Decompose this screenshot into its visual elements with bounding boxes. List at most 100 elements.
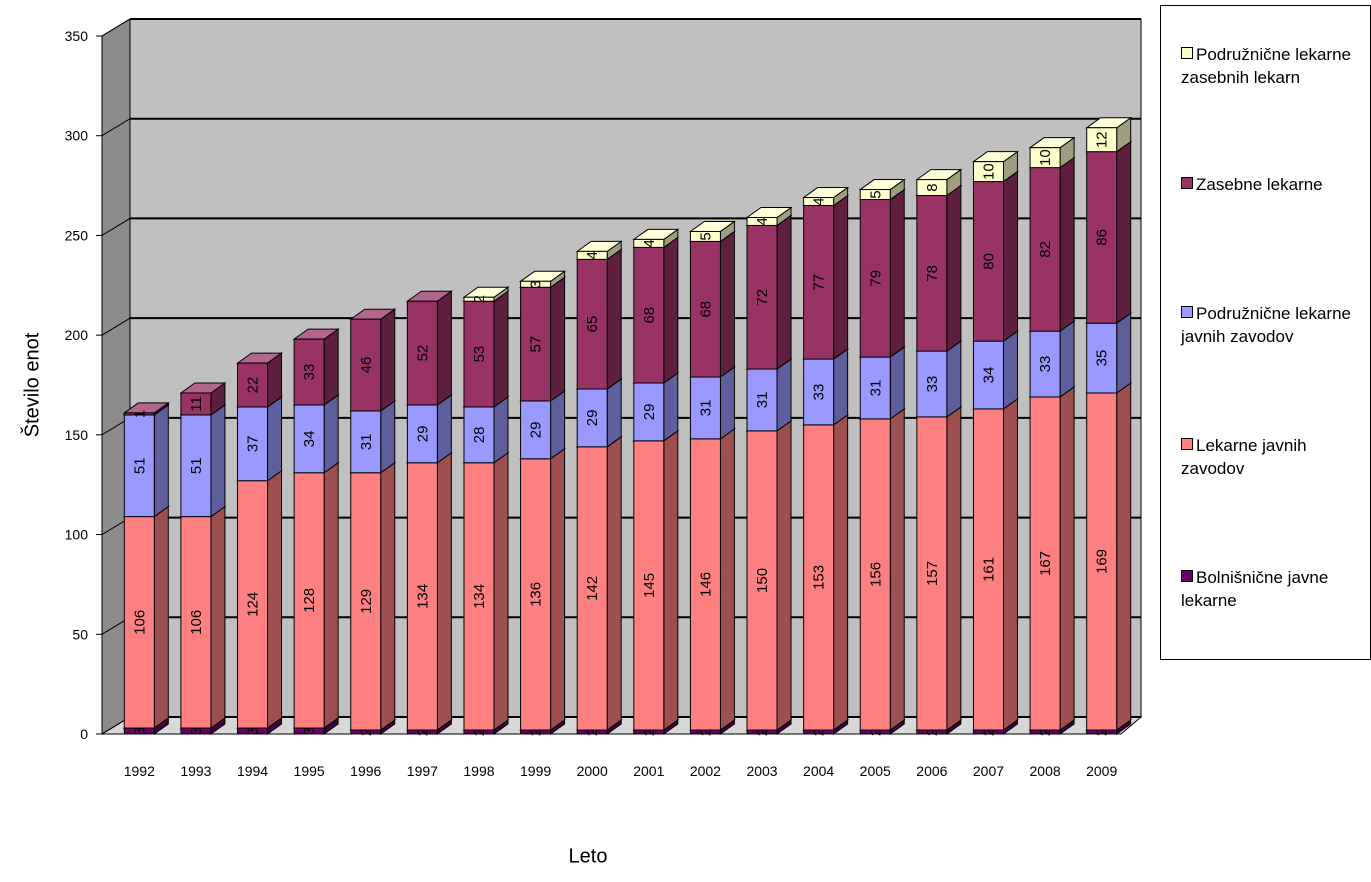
legend-swatch bbox=[1181, 438, 1193, 450]
bar-segment-front bbox=[237, 406, 269, 482]
data-label: 5 bbox=[697, 232, 714, 240]
bar-segment bbox=[575, 240, 623, 261]
bar-segment-front bbox=[406, 404, 438, 464]
bar-segment bbox=[915, 168, 963, 197]
bar-segment bbox=[802, 413, 850, 731]
bar-segment-side bbox=[380, 399, 396, 474]
bar-segment-front bbox=[746, 368, 778, 432]
gridline-side bbox=[101, 317, 131, 336]
bar-segment bbox=[235, 469, 284, 729]
y-tick-label: 300 bbox=[65, 128, 89, 144]
bar-segment-front bbox=[520, 400, 552, 460]
data-label: 106 bbox=[188, 610, 205, 635]
data-label: 72 bbox=[754, 289, 771, 306]
bar-segment-side bbox=[153, 505, 169, 729]
bar-segment-side bbox=[210, 505, 226, 729]
x-tick-label: 2009 bbox=[1086, 763, 1117, 779]
x-tick-label: 2004 bbox=[803, 763, 834, 779]
bar-segment bbox=[688, 220, 736, 243]
bar-segment-side bbox=[833, 348, 849, 426]
bar-segment-side bbox=[606, 248, 622, 390]
x-tick-label: 1995 bbox=[294, 763, 325, 779]
bar-segment-front bbox=[746, 430, 778, 731]
data-label: 2 bbox=[414, 728, 431, 736]
bar-segment-side bbox=[719, 366, 735, 440]
y-tick-label: 50 bbox=[72, 626, 88, 642]
legend-swatch bbox=[1181, 47, 1193, 59]
bar-segment bbox=[235, 352, 284, 408]
bar-segment-front bbox=[746, 224, 778, 370]
bar-segment-front bbox=[972, 181, 1004, 342]
bar-segment bbox=[405, 451, 453, 731]
data-label: 145 bbox=[641, 573, 658, 598]
gridline-side bbox=[101, 18, 131, 37]
bar-segment-front bbox=[859, 189, 891, 201]
data-label: 11 bbox=[188, 396, 205, 412]
bar-segment-side bbox=[719, 230, 735, 378]
bar-segment bbox=[122, 401, 170, 416]
data-label: 82 bbox=[1037, 241, 1054, 258]
x-tick-label: 2008 bbox=[1030, 763, 1061, 779]
bar-segment bbox=[292, 393, 340, 474]
y-tick-label: 0 bbox=[80, 726, 88, 742]
bar-segment-front bbox=[576, 250, 608, 260]
data-label: 28 bbox=[471, 427, 488, 444]
bar-segment-side bbox=[380, 461, 396, 731]
bar-segment-front bbox=[859, 199, 891, 358]
bar-segment-front bbox=[123, 516, 155, 729]
bar-segment-front bbox=[972, 408, 1004, 731]
legend-swatch bbox=[1181, 177, 1193, 189]
bar-segment-side bbox=[606, 435, 622, 731]
y-tick-label: 200 bbox=[65, 327, 89, 343]
x-tick-label: 1993 bbox=[180, 763, 211, 779]
legend-item: Zasebne lekarne bbox=[1181, 173, 1371, 196]
bar-segment-front bbox=[803, 205, 835, 360]
data-label: 51 bbox=[131, 457, 148, 474]
data-label: 2 bbox=[358, 728, 375, 736]
data-label: 3 bbox=[528, 280, 545, 288]
data-label: 68 bbox=[641, 307, 658, 324]
bar-segment-side bbox=[946, 184, 962, 353]
y-axis-label: Število enot bbox=[21, 332, 44, 438]
bar-segment-front bbox=[406, 462, 438, 731]
data-label: 78 bbox=[924, 265, 941, 282]
bar-segment-front bbox=[1029, 167, 1061, 332]
bar-segment-side bbox=[946, 405, 962, 731]
bar-segment-front bbox=[803, 358, 835, 426]
data-label: 169 bbox=[1094, 549, 1111, 574]
x-tick-label: 1994 bbox=[237, 763, 268, 779]
bar-segment-side bbox=[946, 340, 962, 418]
data-label: 29 bbox=[528, 422, 545, 439]
data-label: 106 bbox=[131, 610, 148, 635]
data-label: 142 bbox=[584, 576, 601, 601]
bar-segment bbox=[1085, 116, 1133, 153]
bar-segment bbox=[858, 188, 906, 359]
data-label: 2 bbox=[697, 728, 714, 736]
data-label: 2 bbox=[867, 728, 884, 736]
x-tick-label: 2005 bbox=[860, 763, 891, 779]
bar-segment bbox=[971, 397, 1020, 731]
data-label: 86 bbox=[1094, 229, 1111, 246]
data-label: 4 bbox=[811, 197, 828, 205]
bar-segment-side bbox=[493, 290, 509, 408]
bar-segment-front bbox=[293, 338, 325, 406]
bar-segment-side bbox=[663, 236, 679, 384]
data-label: 31 bbox=[697, 400, 714, 417]
bar-segment-side bbox=[889, 346, 905, 420]
bar-segment bbox=[122, 505, 170, 729]
data-label: 128 bbox=[301, 588, 318, 613]
legend-text: Podružnične lekarne zasebnih lekarn bbox=[1181, 45, 1351, 87]
bar-segment-front bbox=[406, 300, 438, 406]
bar-segment-front bbox=[576, 446, 608, 731]
data-label: 3 bbox=[301, 727, 318, 735]
y-tick-label: 250 bbox=[65, 227, 89, 243]
bar-segment-front bbox=[237, 362, 269, 408]
bar-segment-front bbox=[972, 340, 1004, 410]
y-tick-label: 100 bbox=[65, 527, 89, 543]
gridline-side bbox=[101, 218, 131, 236]
bar-segment bbox=[462, 286, 510, 303]
data-label: 2 bbox=[924, 728, 941, 736]
bar-segment-side bbox=[550, 447, 566, 731]
bar-segment-side bbox=[833, 194, 849, 361]
